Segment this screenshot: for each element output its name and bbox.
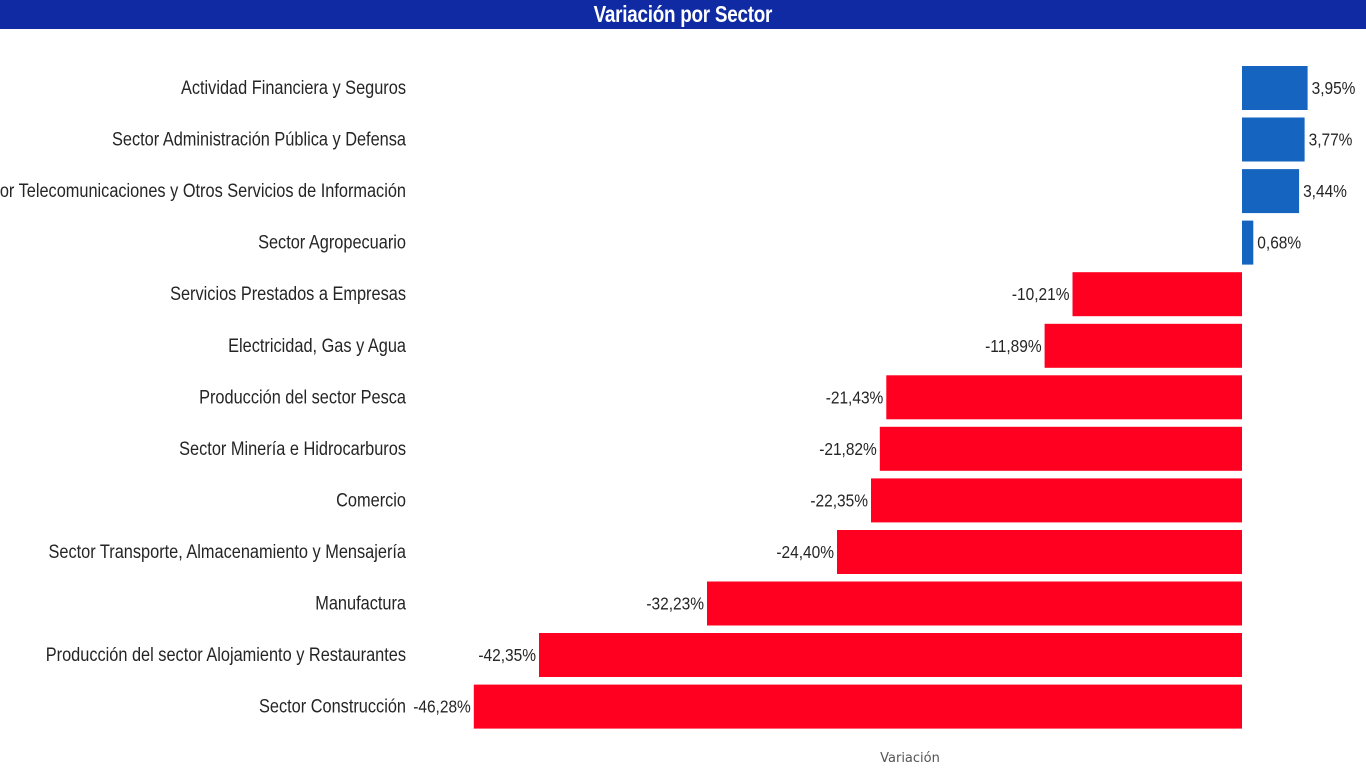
bar xyxy=(1242,220,1254,265)
bar xyxy=(886,375,1242,420)
data-label: -42,35% xyxy=(478,645,536,665)
bar xyxy=(473,684,1242,729)
category-label: Sector Administración Pública y Defensa xyxy=(112,128,406,149)
category-label: Sector Construcción xyxy=(259,695,406,716)
category-label: Sector Telecomunicaciones y Otros Servic… xyxy=(0,180,406,201)
x-axis-title: Variación xyxy=(880,751,940,766)
category-label: Sector Agropecuario xyxy=(258,231,406,252)
bar xyxy=(871,478,1242,523)
bar xyxy=(539,633,1242,677)
bar xyxy=(1242,117,1305,162)
data-label: -11,89% xyxy=(985,336,1042,356)
category-label: Actividad Financiera y Seguros xyxy=(181,77,406,98)
data-label: -21,82% xyxy=(819,439,877,459)
labels-layer: Actividad Financiera y Seguros 3,95% Secto… xyxy=(0,77,1356,717)
data-label: -10,21% xyxy=(1012,284,1070,304)
data-label: 3,44% xyxy=(1303,181,1347,201)
data-label: 3,77% xyxy=(1309,129,1353,149)
bars-layer xyxy=(473,66,1308,729)
category-label: Sector Minería e Hidrocarburos xyxy=(179,438,406,459)
chart-title: Variación por Sector xyxy=(593,1,773,27)
data-label: -32,23% xyxy=(646,593,704,613)
category-label: Producción del sector Alojamiento y Rest… xyxy=(46,644,406,665)
bar xyxy=(707,581,1242,626)
data-label: -22,35% xyxy=(810,490,868,510)
data-label: 3,95% xyxy=(1312,78,1356,98)
category-label: Sector Transporte, Almacenamiento y Mens… xyxy=(48,541,406,562)
data-label: -21,43% xyxy=(826,387,884,407)
bar xyxy=(879,426,1242,471)
bar xyxy=(1044,323,1242,368)
category-label: Electricidad, Gas y Agua xyxy=(228,335,406,356)
category-label: Comercio xyxy=(336,489,406,510)
bar xyxy=(1242,66,1308,110)
data-label: -46,28% xyxy=(413,697,471,717)
category-label: Producción del sector Pesca xyxy=(199,386,406,407)
category-label: Servicios Prestados a Empresas xyxy=(170,283,406,304)
data-label: -24,40% xyxy=(776,542,834,562)
category-label: Manufactura xyxy=(315,592,406,613)
bar xyxy=(1242,169,1300,214)
chart-title-bar: Variación por Sector xyxy=(0,0,1366,29)
bar-chart: Actividad Financiera y Seguros 3,95% Secto… xyxy=(0,66,1356,766)
data-label: 0,68% xyxy=(1257,233,1301,253)
bar xyxy=(1072,272,1242,317)
bar xyxy=(837,530,1242,574)
